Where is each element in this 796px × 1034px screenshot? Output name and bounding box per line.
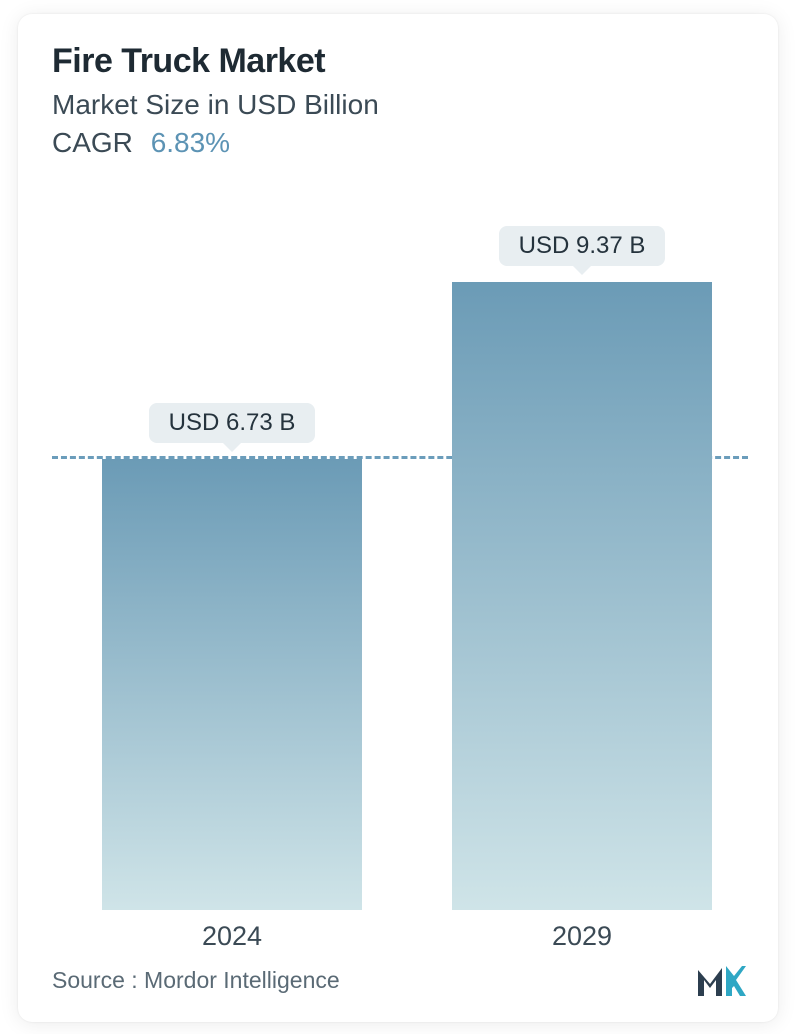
cagr-value: 6.83%	[151, 127, 230, 158]
chart-subtitle: Market Size in USD Billion	[52, 89, 748, 121]
chart-area: USD 6.73 B USD 9.37 B 2024 2029 Source :…	[52, 169, 748, 1002]
x-axis-label: 2029	[452, 921, 712, 952]
cagr-row: CAGR 6.83%	[52, 127, 748, 159]
bar-2024	[102, 459, 362, 910]
bar-group-2024: USD 6.73 B	[102, 403, 362, 910]
x-axis-label: 2024	[102, 921, 362, 952]
chart-footer: Source : Mordor Intelligence	[52, 958, 748, 1002]
value-badge: USD 6.73 B	[149, 403, 316, 443]
bars-stage: USD 6.73 B USD 9.37 B	[52, 169, 748, 910]
cagr-label: CAGR	[52, 127, 133, 158]
value-badge: USD 9.37 B	[499, 226, 666, 266]
bar-group-2029: USD 9.37 B	[452, 226, 712, 910]
source-text: Source : Mordor Intelligence	[52, 967, 340, 994]
brand-logo-icon	[696, 962, 748, 998]
bar-2029	[452, 282, 712, 910]
chart-card: Fire Truck Market Market Size in USD Bil…	[18, 14, 778, 1022]
chart-title: Fire Truck Market	[52, 42, 748, 81]
